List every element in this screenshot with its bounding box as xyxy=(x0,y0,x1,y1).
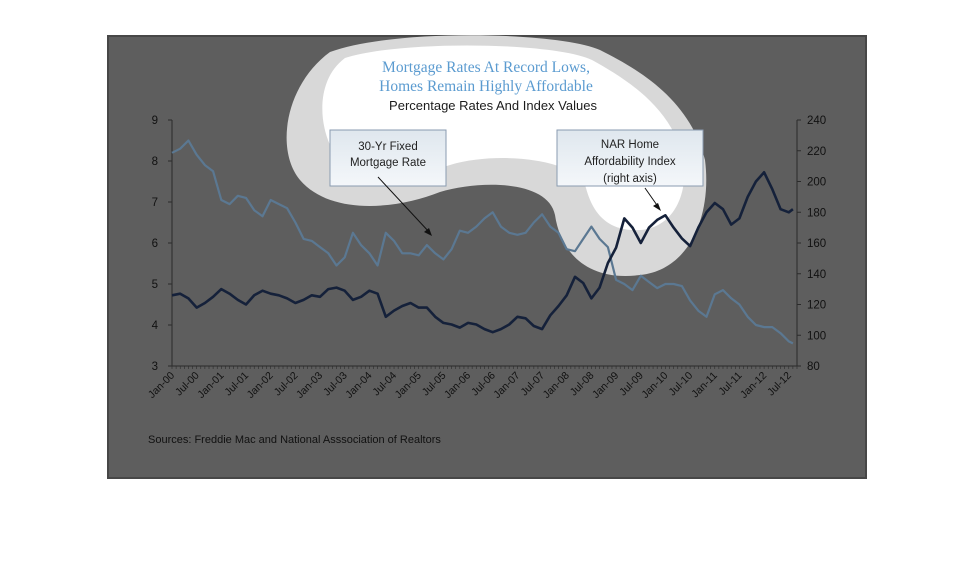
callout-nar-line-2: Affordability Index xyxy=(584,156,675,168)
callout-mortgage-line-1: 30-Yr Fixed xyxy=(358,141,417,153)
callout-nar-arrowhead xyxy=(653,203,661,211)
right-axis-ticks: 80 100 120 140 160 180 200 220 240 xyxy=(797,115,826,373)
left-tick-label: 4 xyxy=(152,320,159,332)
callout-mortgage-line-2: Mortgage Rate xyxy=(350,157,426,169)
chart-subtitle: Percentage Rates And Index Values xyxy=(389,98,597,113)
callout-mortgage-box xyxy=(329,129,447,187)
nar-affordability-line xyxy=(171,171,794,334)
right-tick-label: 200 xyxy=(807,177,826,189)
callout-mortgage-rate: 30-Yr Fixed Mortgage Rate xyxy=(329,129,447,236)
series-layer xyxy=(171,139,794,345)
right-tick-label: 240 xyxy=(807,115,826,127)
callout-nar-index: NAR Home Affordability Index (right axis… xyxy=(556,129,704,211)
left-tick-label: 3 xyxy=(152,361,158,373)
right-tick-label: 220 xyxy=(807,146,826,158)
callout-nar-line-1: NAR Home xyxy=(601,139,659,151)
source-note: Sources: Freddie Mac and National Asssoc… xyxy=(148,434,441,446)
right-tick-label: 80 xyxy=(807,361,820,373)
chart-title-line-2: Homes Remain Highly Affordable xyxy=(379,78,593,95)
right-tick-label: 120 xyxy=(807,300,826,312)
right-tick-label: 160 xyxy=(807,238,826,250)
callout-nar-line-3: (right axis) xyxy=(603,173,657,185)
callout-mortgage-arrow xyxy=(377,176,431,234)
left-tick-label: 8 xyxy=(152,156,158,168)
right-tick-label: 140 xyxy=(807,269,826,281)
left-axis-ticks: 3 4 5 6 7 8 9 xyxy=(152,115,172,373)
right-tick-label: 100 xyxy=(807,330,826,342)
callout-mortgage-arrowhead xyxy=(424,228,432,236)
chart-title-line-1: Mortgage Rates At Record Lows, xyxy=(382,59,590,76)
left-tick-label: 6 xyxy=(152,238,158,250)
left-tick-label: 7 xyxy=(152,197,158,209)
left-tick-label: 9 xyxy=(152,115,158,127)
x-minor-ticks xyxy=(171,366,798,369)
left-tick-label: 5 xyxy=(152,279,158,291)
right-tick-label: 180 xyxy=(807,207,826,219)
mortgage-rate-line xyxy=(171,139,794,345)
callout-nar-box xyxy=(556,129,704,187)
